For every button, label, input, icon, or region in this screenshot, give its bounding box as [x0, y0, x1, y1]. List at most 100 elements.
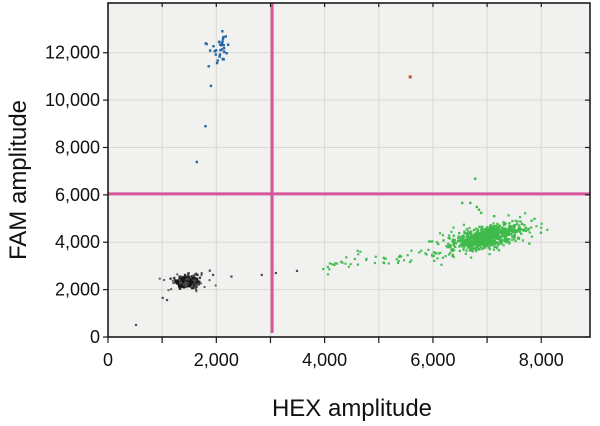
- droplet-point: [435, 241, 439, 244]
- droplet-point: [331, 263, 334, 266]
- droplet-point: [226, 43, 230, 46]
- droplet-point: [193, 287, 196, 290]
- droplet-point: [214, 49, 218, 52]
- droplet-point: [207, 65, 210, 68]
- droplet-point: [447, 236, 450, 239]
- droplet-point: [177, 283, 180, 286]
- droplet-point: [198, 276, 202, 279]
- droplet-point: [498, 237, 501, 241]
- droplet-point: [468, 227, 471, 230]
- fam-positive-strays: [195, 84, 213, 164]
- droplet-point: [208, 49, 212, 52]
- droplet-point: [488, 228, 491, 231]
- droplet-point: [504, 235, 507, 239]
- droplet-point: [274, 271, 277, 275]
- droplet-point: [214, 284, 217, 287]
- droplet-point: [479, 238, 482, 242]
- droplet-point: [476, 243, 479, 246]
- y-tick-label: 8,000: [55, 137, 100, 157]
- droplet-point: [356, 263, 360, 266]
- droplet-point: [456, 239, 460, 243]
- droplet-point: [322, 267, 325, 271]
- droplet-point: [220, 42, 224, 45]
- droplet-point: [179, 280, 182, 283]
- droplet-point: [540, 222, 543, 225]
- droplet-point: [462, 239, 465, 242]
- droplet-point: [494, 232, 497, 236]
- droplet-point: [340, 260, 343, 263]
- droplet-point: [469, 245, 472, 248]
- droplet-point: [189, 276, 192, 279]
- droplet-point: [344, 262, 347, 265]
- droplet-point: [461, 237, 464, 240]
- droplet-point: [444, 255, 447, 258]
- droplet-point: [192, 274, 195, 277]
- droplet-point: [171, 279, 174, 282]
- droplet-point: [511, 225, 514, 228]
- y-axis-title: FAM amplitude: [5, 100, 32, 260]
- x-tick-label: 0: [103, 350, 113, 370]
- droplet-point: [183, 273, 187, 277]
- droplet-point: [520, 222, 524, 226]
- droplet-point: [349, 263, 352, 266]
- droplet-point: [461, 234, 465, 238]
- droplet-point: [450, 248, 454, 251]
- threshold-lines[interactable]: [108, 3, 590, 333]
- droplet-point: [505, 241, 508, 244]
- droplet-point: [501, 226, 504, 229]
- droplet-point: [490, 238, 493, 241]
- droplet-point: [475, 241, 478, 244]
- droplet-point: [490, 242, 494, 245]
- droplet-point: [496, 231, 500, 235]
- droplet-point: [474, 240, 477, 244]
- droplet-point: [539, 231, 543, 234]
- droplet-point: [212, 45, 215, 48]
- droplet-point: [494, 245, 498, 248]
- droplet-point: [382, 256, 385, 259]
- droplet-point: [473, 228, 476, 232]
- droplet-point: [450, 230, 453, 234]
- droplet-point: [195, 278, 199, 281]
- droplet-point: [463, 241, 466, 244]
- droplet-point: [483, 243, 487, 246]
- droplet-point: [163, 279, 166, 282]
- droplet-point: [457, 237, 460, 240]
- droplet-point: [477, 208, 481, 211]
- droplet-point: [221, 30, 224, 33]
- droplet-point: [187, 271, 190, 274]
- droplet-point: [158, 277, 161, 280]
- droplet-point: [469, 201, 472, 205]
- droplet-point: [475, 227, 478, 230]
- droplet-point: [508, 237, 511, 241]
- droplet-point: [357, 253, 360, 256]
- droplet-point: [490, 225, 494, 229]
- droplet-point: [192, 281, 195, 284]
- droplet-point: [222, 50, 226, 53]
- droplet-point: [175, 279, 179, 282]
- droplet-point: [218, 40, 221, 44]
- droplet-point: [489, 239, 493, 243]
- droplet-point: [481, 225, 484, 228]
- droplet-point: [482, 236, 485, 239]
- droplet-point: [462, 248, 465, 251]
- droplet-point: [466, 246, 469, 249]
- droplet-point: [195, 285, 198, 288]
- droplet-point: [489, 242, 492, 246]
- droplet-point: [452, 226, 455, 229]
- droplet-point: [219, 43, 222, 46]
- droplet-point: [458, 231, 461, 235]
- droplet-point: [447, 242, 450, 245]
- droplet-point: [518, 216, 522, 219]
- droplet-point: [454, 242, 458, 245]
- droplet-point: [476, 237, 479, 240]
- droplet-point: [222, 44, 225, 47]
- droplet-point: [530, 226, 533, 229]
- droplet-point: [188, 285, 192, 288]
- droplet-point: [464, 240, 468, 243]
- droplet-point: [221, 40, 224, 43]
- droplet-point: [496, 222, 499, 226]
- droplet-point: [182, 276, 185, 279]
- droplet-point: [482, 243, 485, 247]
- droplet-point: [173, 279, 177, 282]
